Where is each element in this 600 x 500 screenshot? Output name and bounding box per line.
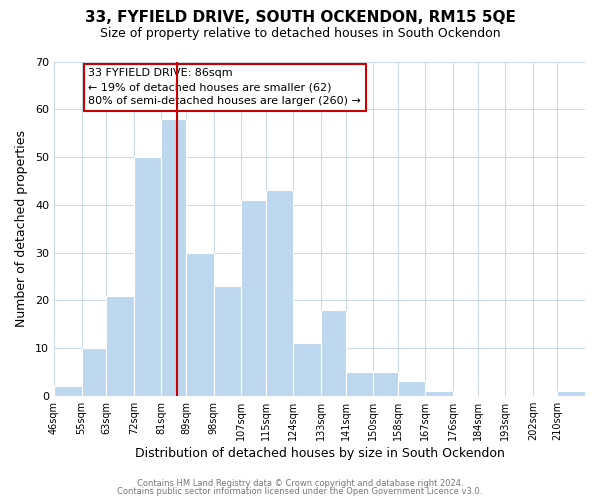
Bar: [54, 386, 82, 396]
Text: 33, FYFIELD DRIVE, SOUTH OCKENDON, RM15 5QE: 33, FYFIELD DRIVE, SOUTH OCKENDON, RM15 …: [85, 10, 515, 25]
Y-axis label: Number of detached properties: Number of detached properties: [15, 130, 28, 327]
Text: 33 FYFIELD DRIVE: 86sqm
← 19% of detached houses are smaller (62)
80% of semi-de: 33 FYFIELD DRIVE: 86sqm ← 19% of detache…: [88, 68, 361, 106]
Bar: [106, 296, 134, 396]
Bar: [557, 391, 585, 396]
Bar: [241, 200, 266, 396]
Bar: [82, 348, 106, 396]
Text: Size of property relative to detached houses in South Ockendon: Size of property relative to detached ho…: [100, 28, 500, 40]
Text: Contains HM Land Registry data © Crown copyright and database right 2024.: Contains HM Land Registry data © Crown c…: [137, 478, 463, 488]
Bar: [321, 310, 346, 396]
Text: Contains public sector information licensed under the Open Government Licence v3: Contains public sector information licen…: [118, 487, 482, 496]
Bar: [373, 372, 398, 396]
Bar: [266, 190, 293, 396]
Bar: [186, 252, 214, 396]
Bar: [161, 119, 186, 396]
Bar: [398, 382, 425, 396]
X-axis label: Distribution of detached houses by size in South Ockendon: Distribution of detached houses by size …: [134, 447, 505, 460]
Bar: [134, 157, 161, 396]
Bar: [425, 391, 453, 396]
Bar: [346, 372, 373, 396]
Bar: [293, 344, 321, 396]
Bar: [214, 286, 241, 396]
